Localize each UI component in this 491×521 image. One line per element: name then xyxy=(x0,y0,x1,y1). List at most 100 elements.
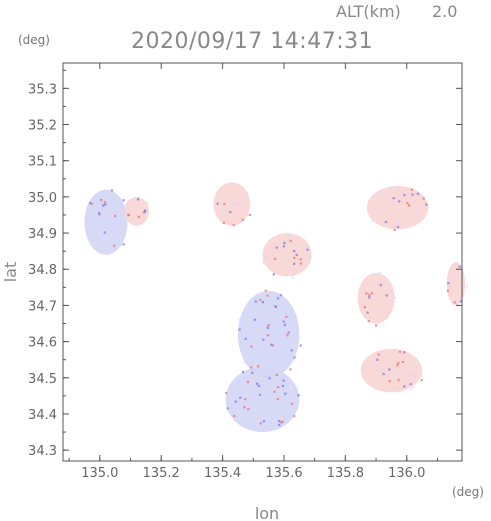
echo-speckle xyxy=(406,213,409,216)
x-tick-label: 136.0 xyxy=(388,466,425,481)
echo-speckle xyxy=(277,386,280,389)
echo-speckle xyxy=(129,207,132,210)
echo-speckle xyxy=(447,282,450,285)
echo-speckle xyxy=(299,258,302,261)
echo-speckle xyxy=(261,301,264,304)
echo-speckle xyxy=(380,215,384,218)
echo-speckle xyxy=(232,223,235,227)
echo-speckle xyxy=(278,423,281,427)
echo-speckle xyxy=(282,418,285,421)
echo-speckle xyxy=(375,208,378,211)
echo-speckle xyxy=(276,370,279,373)
echo-speckle xyxy=(398,350,401,353)
y-tick-label: 34.9 xyxy=(28,227,57,242)
echo-speckle xyxy=(281,384,285,387)
echo-speckle xyxy=(282,379,285,382)
echo-speckle xyxy=(241,218,244,221)
echo-speckle xyxy=(250,366,253,369)
echo-speckle xyxy=(276,297,280,300)
echo-speckle xyxy=(257,365,260,368)
echo-speckle xyxy=(255,415,258,418)
echo-speckle xyxy=(396,225,400,229)
y-axis-unit: (deg) xyxy=(18,33,50,47)
echo-speckle xyxy=(240,405,244,408)
echo-speckle xyxy=(262,420,266,423)
echo-speckle xyxy=(291,276,294,279)
echo-speckle xyxy=(120,243,123,246)
echo-speckle xyxy=(446,289,450,292)
echo-speckle xyxy=(396,373,399,376)
echo-speckle xyxy=(245,371,248,374)
echo-speckle xyxy=(103,231,106,234)
echo-speckle xyxy=(259,320,262,323)
echo-speckle xyxy=(368,294,371,297)
echo-speckle xyxy=(253,318,257,321)
echo-speckle xyxy=(99,198,103,202)
echo-region xyxy=(360,348,423,393)
y-tick-label: 34.6 xyxy=(28,336,57,351)
echo-speckle xyxy=(266,326,269,329)
echo-speckle xyxy=(453,301,456,304)
echo-speckle xyxy=(386,382,389,385)
echo-speckle xyxy=(266,399,269,403)
echo-speckle xyxy=(390,289,393,292)
echo-speckle xyxy=(113,244,116,247)
echo-speckle xyxy=(252,413,255,416)
echo-speckle xyxy=(388,380,391,383)
echo-speckle xyxy=(122,199,125,202)
echo-speckle xyxy=(403,385,406,388)
echo-speckle xyxy=(293,249,296,253)
echo-speckle xyxy=(420,379,423,382)
echo-speckle xyxy=(264,289,267,292)
echo-speckle xyxy=(257,384,260,388)
x-tick-label: 135.4 xyxy=(204,466,241,481)
echo-speckle xyxy=(232,390,236,393)
echo-speckle xyxy=(382,372,385,376)
echo-speckle xyxy=(279,294,282,297)
echo-speckle xyxy=(216,202,219,205)
echo-speckle xyxy=(122,243,125,246)
echo-speckle xyxy=(416,192,419,195)
echo-speckle xyxy=(288,343,291,346)
echo-speckle xyxy=(381,376,385,379)
echo-speckle xyxy=(391,217,394,220)
echo-speckle xyxy=(408,361,411,365)
echo-speckle xyxy=(385,294,388,297)
echo-speckle xyxy=(408,373,411,376)
echo-speckle xyxy=(402,201,405,204)
echo-speckle xyxy=(244,374,247,377)
echo-speckle xyxy=(299,344,302,347)
x-tick-label: 135.8 xyxy=(327,466,364,481)
echo-speckle xyxy=(291,273,294,276)
echo-speckle xyxy=(270,343,273,346)
echo-speckle xyxy=(237,203,240,206)
echo-speckle xyxy=(275,373,278,377)
y-tick-label: 34.8 xyxy=(28,263,57,278)
echo-speckle xyxy=(103,201,106,204)
echo-region xyxy=(446,262,466,306)
echo-speckle xyxy=(397,379,400,382)
y-axis-ticks: 34.3 34.4 34.5 34.6 34.7 34.8 34.9 35.0 35.1 35.2… xyxy=(28,69,462,459)
echo-region xyxy=(366,186,429,230)
echo-speckle xyxy=(401,191,405,194)
echo-speckle xyxy=(97,215,100,218)
echo-speckle xyxy=(267,324,270,327)
echo-speckle xyxy=(386,375,389,378)
echo-speckle xyxy=(293,356,296,359)
echo-speckle xyxy=(112,232,116,235)
echo-speckle xyxy=(275,375,278,379)
echo-speckle xyxy=(267,342,270,345)
echo-speckle xyxy=(388,311,391,315)
echo-speckle xyxy=(236,396,239,399)
echo-speckle xyxy=(265,336,268,339)
echo-speckle xyxy=(104,211,107,214)
echo-speckle xyxy=(244,411,247,414)
echo-speckle xyxy=(106,210,110,213)
y-tick-label: 34.5 xyxy=(28,372,57,387)
echo-speckle xyxy=(222,221,225,224)
echo-speckle xyxy=(388,368,391,371)
echo-speckle xyxy=(371,309,375,312)
echo-speckle xyxy=(289,368,292,371)
echo-speckle xyxy=(260,348,264,351)
echo-speckle xyxy=(110,235,113,238)
